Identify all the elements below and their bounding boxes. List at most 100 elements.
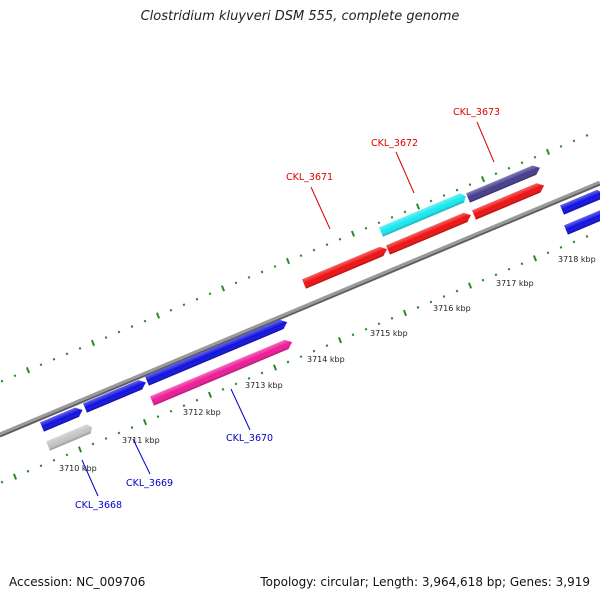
gene-arrow-red[interactable] bbox=[472, 181, 546, 220]
scale-label: 3710 kbp bbox=[59, 464, 97, 473]
minor-tick bbox=[546, 251, 550, 255]
minor-tick bbox=[208, 292, 212, 296]
minor-tick bbox=[195, 297, 199, 301]
gene-label-ckl-3671[interactable]: CKL_3671 bbox=[286, 172, 333, 183]
minor-tick bbox=[91, 442, 95, 446]
gene-arrow-blue[interactable] bbox=[564, 208, 600, 235]
gene-arrow-navy[interactable] bbox=[466, 163, 542, 203]
accession-label: Accession: NC_009706 bbox=[9, 575, 146, 589]
gene-arrow-red[interactable] bbox=[386, 211, 473, 255]
minor-tick bbox=[260, 371, 264, 375]
minor-tick bbox=[234, 382, 238, 386]
minor-tick bbox=[117, 431, 121, 435]
minor-tick bbox=[260, 270, 264, 274]
minor-tick bbox=[377, 322, 381, 326]
gene-label-ckl-3668[interactable]: CKL_3668 bbox=[75, 500, 122, 511]
minor-tick bbox=[338, 237, 342, 241]
minor-tick bbox=[325, 243, 329, 247]
minor-tick bbox=[169, 308, 173, 312]
minor-tick bbox=[572, 139, 576, 143]
scale-label: 3711 kbp bbox=[122, 436, 160, 445]
minor-tick bbox=[520, 161, 524, 165]
major-tick bbox=[467, 282, 473, 289]
minor-tick bbox=[0, 379, 4, 383]
minor-tick bbox=[494, 172, 498, 176]
minor-tick bbox=[39, 464, 43, 468]
major-tick bbox=[155, 312, 161, 319]
gene-label-leader bbox=[395, 151, 415, 194]
minor-tick bbox=[455, 289, 459, 293]
major-tick bbox=[337, 337, 343, 344]
gene-arrow-blue[interactable] bbox=[40, 405, 84, 432]
minor-tick bbox=[130, 325, 134, 328]
gene-arrow-magenta[interactable] bbox=[150, 337, 294, 406]
gene-label-ckl-3673[interactable]: CKL_3673 bbox=[453, 107, 500, 118]
gene-arrow-gray[interactable] bbox=[46, 423, 94, 451]
gene-label-leader bbox=[81, 459, 99, 497]
scale-label: 3714 kbp bbox=[307, 355, 345, 364]
minor-tick bbox=[377, 221, 381, 225]
minor-tick bbox=[585, 134, 589, 137]
gene-label-ckl-3669[interactable]: CKL_3669 bbox=[126, 478, 173, 489]
major-tick bbox=[545, 148, 551, 155]
minor-tick bbox=[351, 333, 355, 337]
minor-tick bbox=[520, 262, 524, 266]
major-tick bbox=[350, 230, 356, 237]
scale-label: 3718 kbp bbox=[558, 255, 596, 264]
minor-tick bbox=[13, 374, 17, 378]
minor-tick bbox=[559, 145, 563, 148]
major-tick bbox=[25, 367, 31, 374]
scale-label: 3715 kbp bbox=[370, 329, 408, 338]
genome-summary: Topology: circular; Length: 3,964,618 bp… bbox=[260, 575, 590, 589]
minor-tick bbox=[26, 469, 30, 473]
gene-arrow-blue[interactable] bbox=[83, 378, 148, 413]
gene-label-leader bbox=[476, 121, 495, 163]
minor-tick bbox=[442, 194, 446, 197]
minor-tick bbox=[221, 387, 225, 391]
gene-arrow-red[interactable] bbox=[302, 245, 389, 289]
outer-tick-ring bbox=[0, 134, 589, 383]
major-tick bbox=[207, 391, 213, 398]
gene-label-ckl-3672[interactable]: CKL_3672 bbox=[371, 138, 418, 149]
major-tick bbox=[220, 285, 226, 292]
minor-tick bbox=[572, 240, 576, 244]
scale-label: 3717 kbp bbox=[496, 279, 534, 288]
minor-tick bbox=[65, 352, 69, 356]
major-tick bbox=[415, 203, 421, 210]
minor-tick bbox=[156, 415, 160, 419]
minor-tick bbox=[494, 273, 498, 277]
major-tick bbox=[480, 176, 486, 183]
minor-tick bbox=[52, 458, 56, 462]
minor-tick bbox=[442, 295, 446, 298]
gene-label-ckl-3670[interactable]: CKL_3670 bbox=[226, 433, 273, 444]
major-tick bbox=[77, 446, 83, 453]
major-tick bbox=[12, 473, 18, 480]
minor-tick bbox=[104, 336, 108, 339]
minor-tick bbox=[403, 210, 407, 214]
gene-label-leader bbox=[310, 186, 331, 230]
minor-tick bbox=[247, 377, 251, 380]
major-tick bbox=[402, 309, 408, 317]
map-title: Clostridium kluyveri DSM 555, complete g… bbox=[140, 9, 460, 24]
minor-tick bbox=[364, 226, 368, 230]
major-tick bbox=[90, 339, 96, 347]
minor-tick bbox=[234, 281, 238, 285]
minor-tick bbox=[390, 316, 394, 320]
minor-tick bbox=[182, 404, 186, 408]
gene-arrow-blue[interactable] bbox=[560, 188, 600, 215]
minor-tick bbox=[429, 199, 433, 203]
minor-tick bbox=[143, 319, 147, 323]
minor-tick bbox=[507, 166, 511, 170]
minor-tick bbox=[533, 155, 537, 159]
scale-label: 3713 kbp bbox=[245, 381, 283, 390]
minor-tick bbox=[247, 276, 251, 279]
minor-tick bbox=[468, 183, 472, 186]
scale-label: 3716 kbp bbox=[433, 304, 471, 313]
gene-arrow-cyan[interactable] bbox=[379, 192, 468, 237]
inner-tick-ring bbox=[0, 235, 589, 484]
major-tick bbox=[142, 418, 148, 426]
major-tick bbox=[272, 364, 278, 371]
gene-arrow-blue[interactable] bbox=[145, 317, 289, 386]
minor-tick bbox=[130, 426, 134, 429]
